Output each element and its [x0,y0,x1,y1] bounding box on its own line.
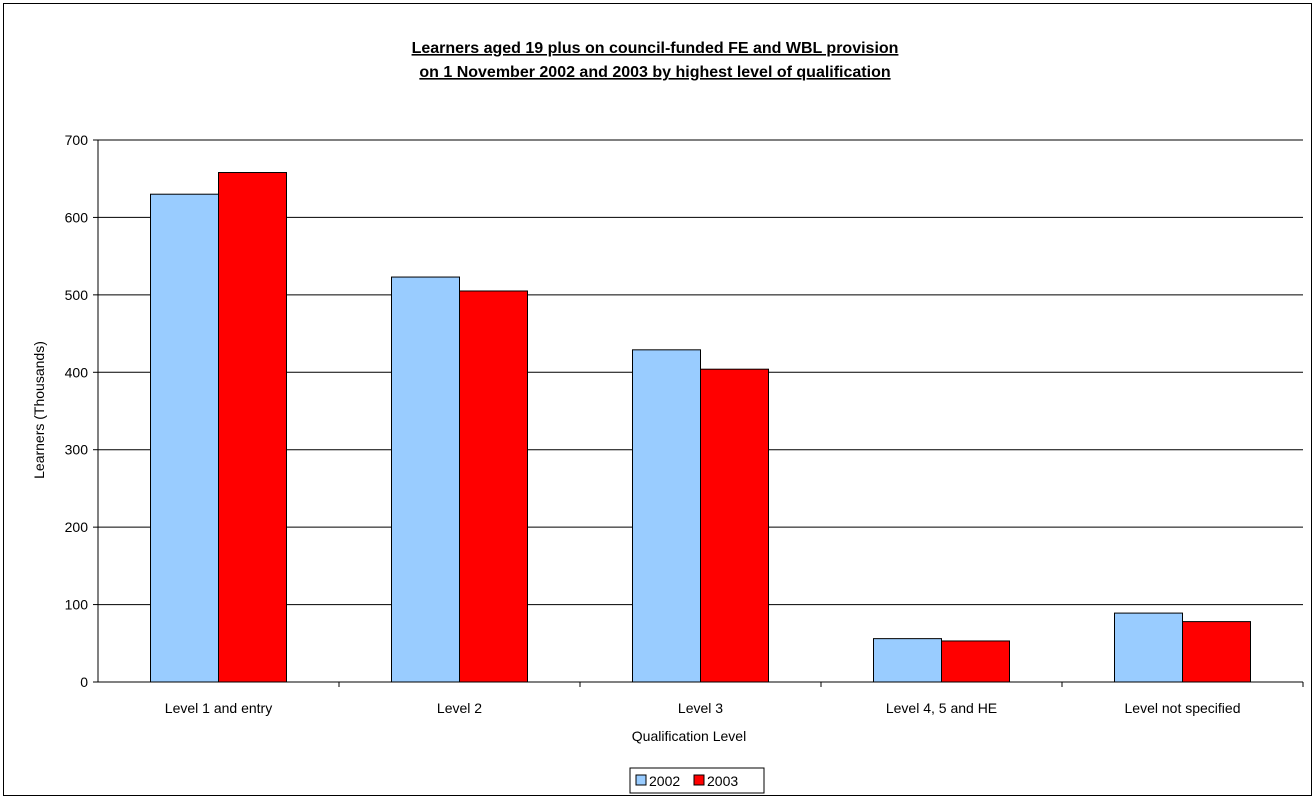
y-tick-label-0: 0 [80,674,88,690]
bar-2003-level-4-5-and-he [941,640,1010,683]
bar-2002-level-4-5-and-he [873,638,942,683]
bar-2002-level-1-and-entry [150,193,219,683]
axes [97,140,1303,683]
chart-title-line-1: Learners aged 19 plus on council-funded … [412,40,899,57]
legend-swatch-2003 [693,774,705,786]
bar-2003-level-1-and-entry [218,172,287,683]
x-tick-label-4: Level 4, 5 and HE [886,700,997,716]
legend: 2002 2003 [629,767,765,794]
bar-2003-level-2 [459,290,528,683]
x-tick-label-3: Level 3 [678,700,723,716]
legend-label-2002: 2002 [649,773,680,789]
x-tick-labels: Level 1 and entry Level 2 Level 3 Level 4, … [165,682,1304,716]
legend-label-2003: 2003 [707,773,738,789]
y-tick-label-700: 700 [65,132,89,148]
y-tick-label-200: 200 [65,519,89,535]
y-axis-label: Learners (Thousands) [31,341,47,479]
y-tick-labels: 0 100 200 300 400 500 600 700 [65,132,98,690]
chart-svg: Learners aged 19 plus on council-funded … [31,40,1304,794]
bar-2002-level-not-specified [1114,612,1183,683]
legend-swatch-2002 [635,774,647,786]
y-tick-label-300: 300 [65,442,89,458]
bar-2002-level-3 [632,349,701,683]
chart-title-line-2: on 1 November 2002 and 2003 by highest l… [419,64,890,81]
x-axis-label: Qualification Level [632,728,746,744]
x-tick-label-1: Level 1 and entry [165,700,272,716]
bars [150,172,1251,683]
x-tick-label-5: Level not specified [1125,700,1241,716]
bar-2003-level-not-specified [1182,621,1251,683]
y-tick-label-100: 100 [65,597,89,613]
y-tick-label-500: 500 [65,287,89,303]
y-tick-label-400: 400 [65,364,89,380]
y-tick-label-600: 600 [65,209,89,225]
x-tick-label-2: Level 2 [437,700,482,716]
bar-2002-level-2 [391,276,460,683]
chart-frame: Learners aged 19 plus on council-funded … [3,3,1312,796]
bar-2003-level-3 [700,368,769,683]
